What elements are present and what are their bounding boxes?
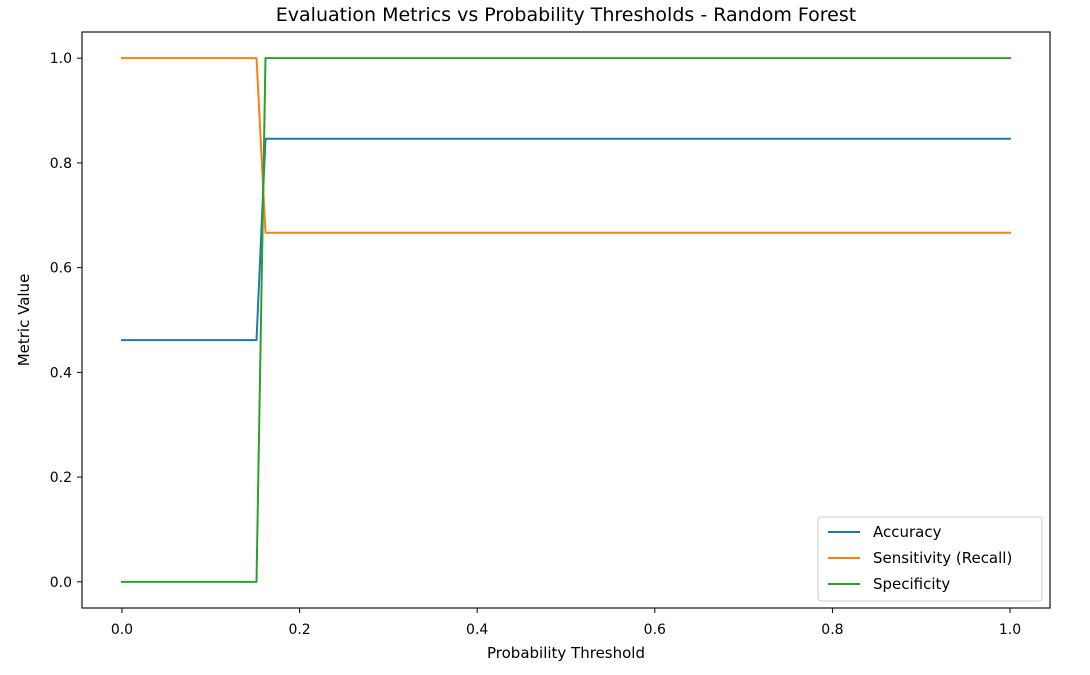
y-axis-label: Metric Value [15, 274, 33, 367]
x-tick-label: 0.6 [644, 622, 666, 638]
chart-title: Evaluation Metrics vs Probability Thresh… [276, 4, 856, 26]
series-line-1 [120, 137, 1012, 342]
y-tick-label: 0.6 [50, 261, 72, 277]
y-tick-label: 0.8 [50, 156, 72, 172]
x-tick-label: 1.0 [999, 622, 1021, 638]
x-tick-label: 0.0 [111, 622, 133, 638]
legend-label-3: Specificity [873, 575, 950, 593]
y-tick-label: 0.2 [50, 470, 72, 486]
plot-area: 0.0 0.2 0.4 0.6 0.8 1.0 0.0 0.2 0.4 0.6 0.8 1.0 [50, 31, 1051, 638]
x-axis-label: Probability Threshold [487, 644, 645, 662]
legend-label-1: Accuracy [873, 523, 942, 541]
legend-label-2: Sensitivity (Recall) [873, 549, 1012, 567]
y-tick-label: 1.0 [50, 51, 72, 67]
legend-box [817, 516, 1043, 602]
x-tick-label: 0.2 [288, 622, 310, 638]
series-line-2 [120, 57, 1012, 234]
series-line-3 [120, 57, 1012, 583]
legend: Accuracy Sensitivity (Recall) Specificity [817, 516, 1043, 602]
plot-frame [81, 31, 1051, 609]
y-tick-label: 0.0 [50, 575, 72, 591]
x-tick-label: 0.8 [821, 622, 843, 638]
x-tick-label: 0.4 [466, 622, 488, 638]
y-tick-label: 0.4 [50, 365, 72, 381]
